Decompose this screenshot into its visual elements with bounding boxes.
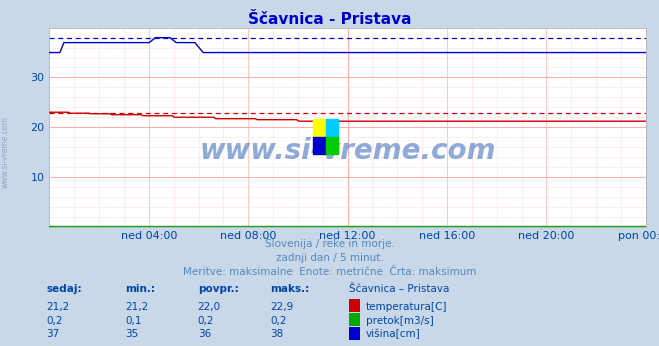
Text: 0,1: 0,1 [125, 316, 142, 326]
Text: 0,2: 0,2 [46, 316, 63, 326]
Text: sedaj:: sedaj: [46, 284, 82, 294]
Text: pretok[m3/s]: pretok[m3/s] [366, 316, 434, 326]
Text: 38: 38 [270, 329, 283, 339]
Text: www.si-vreme.com: www.si-vreme.com [1, 116, 10, 188]
Text: 22,9: 22,9 [270, 302, 293, 312]
Text: povpr.:: povpr.: [198, 284, 239, 294]
Text: zadnji dan / 5 minut.: zadnji dan / 5 minut. [275, 253, 384, 263]
Text: Slovenija / reke in morje.: Slovenija / reke in morje. [264, 239, 395, 249]
Text: Meritve: maksimalne  Enote: metrične  Črta: maksimum: Meritve: maksimalne Enote: metrične Črta… [183, 267, 476, 276]
Text: 36: 36 [198, 329, 211, 339]
Text: maks.:: maks.: [270, 284, 310, 294]
Text: 21,2: 21,2 [125, 302, 148, 312]
Text: 37: 37 [46, 329, 59, 339]
Text: min.:: min.: [125, 284, 156, 294]
Text: višina[cm]: višina[cm] [366, 329, 420, 339]
Text: 22,0: 22,0 [198, 302, 221, 312]
Text: Ščavnica – Pristava: Ščavnica – Pristava [349, 284, 449, 294]
Text: 0,2: 0,2 [198, 316, 214, 326]
Text: temperatura[C]: temperatura[C] [366, 302, 447, 312]
Text: Ščavnica - Pristava: Ščavnica - Pristava [248, 11, 411, 27]
Text: www.si-vreme.com: www.si-vreme.com [200, 137, 496, 165]
Text: 21,2: 21,2 [46, 302, 69, 312]
Text: 35: 35 [125, 329, 138, 339]
Text: 0,2: 0,2 [270, 316, 287, 326]
